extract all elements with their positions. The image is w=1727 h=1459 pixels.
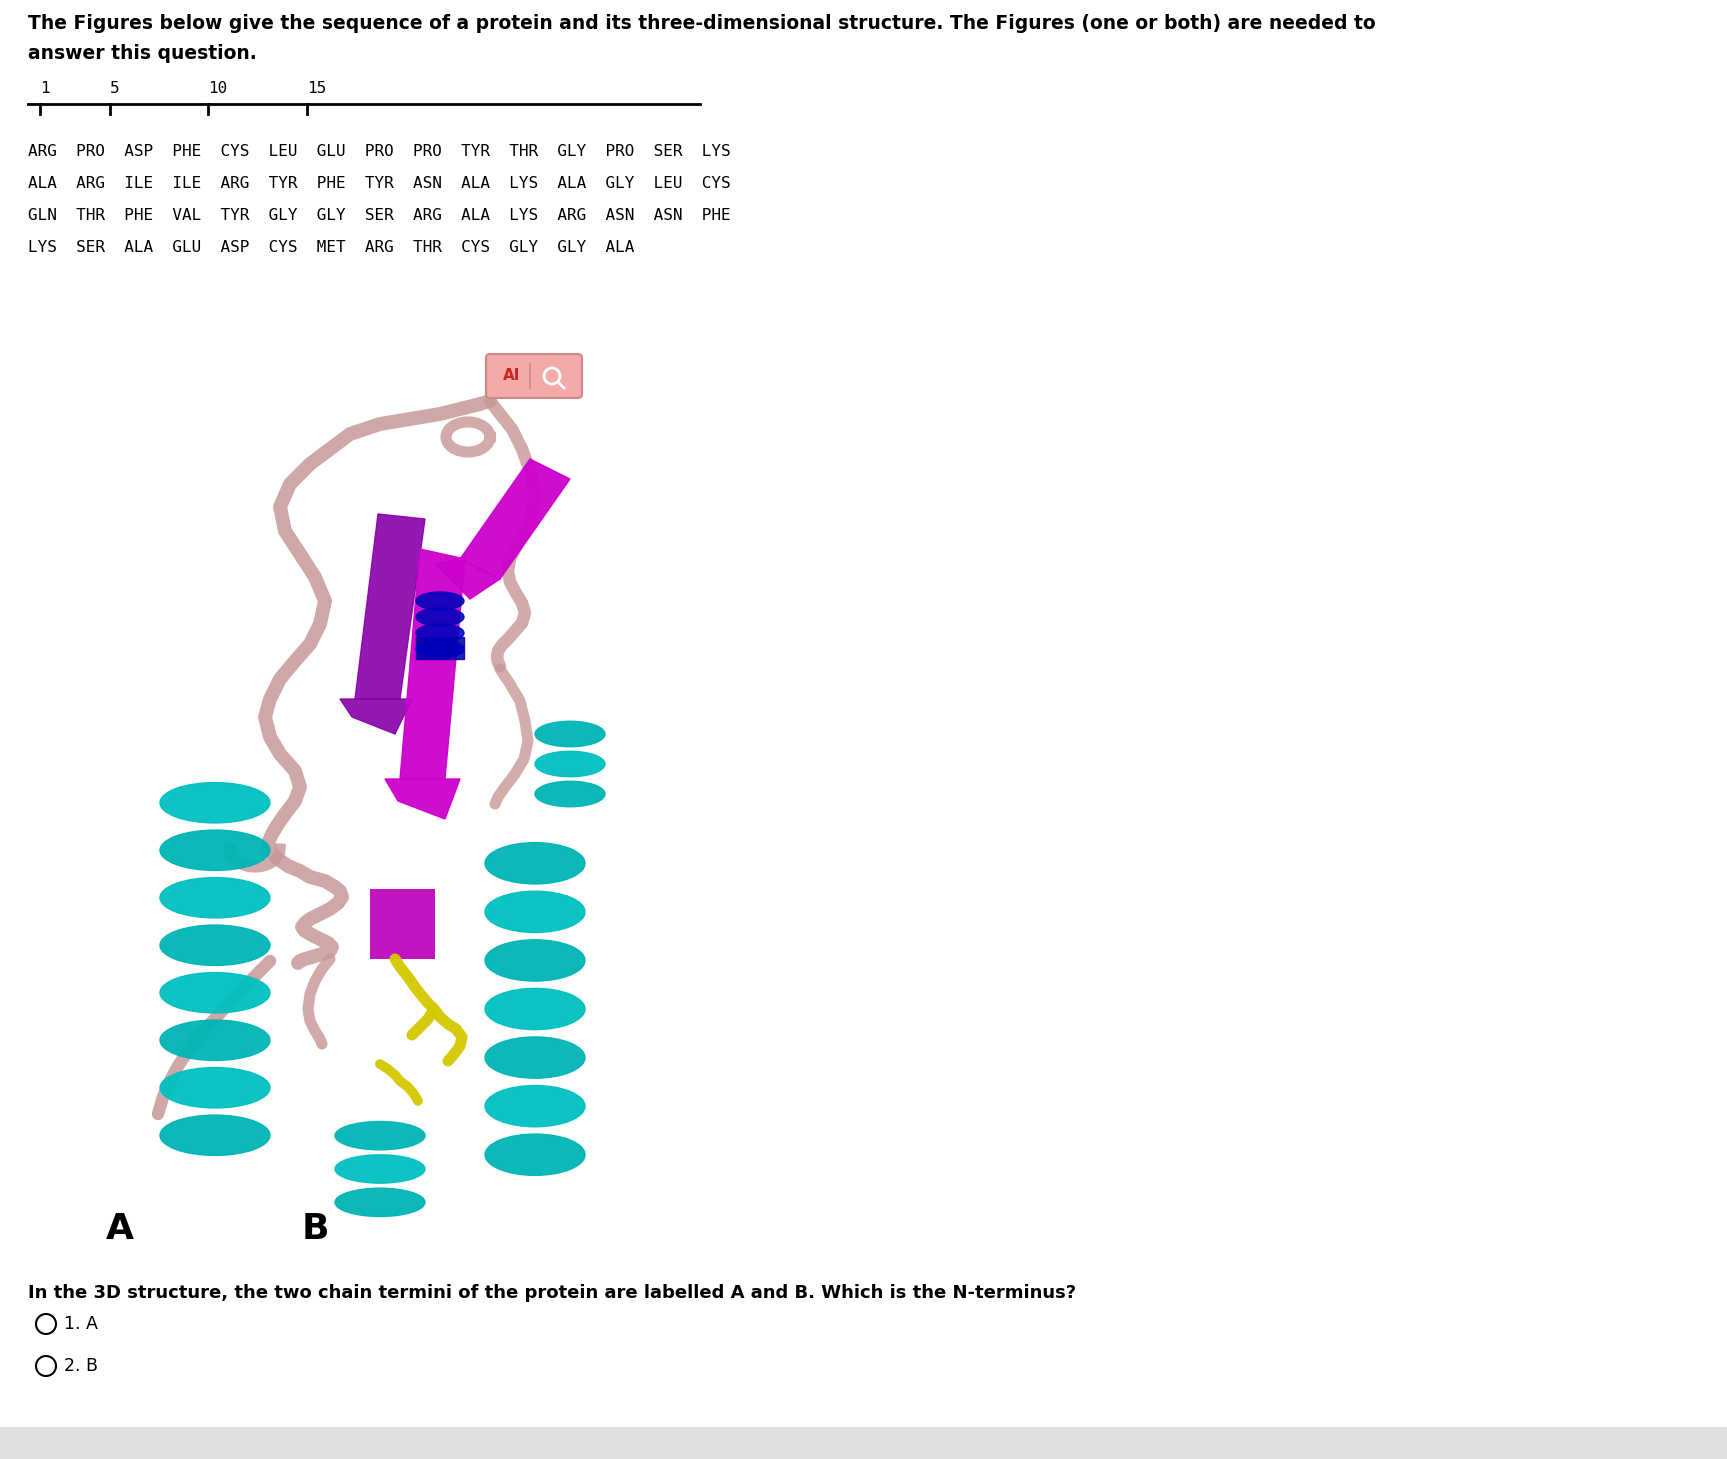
Ellipse shape: [335, 1156, 425, 1183]
Ellipse shape: [416, 592, 465, 610]
Ellipse shape: [485, 940, 585, 980]
Text: GLN  THR  PHE  VAL  TYR  GLY  GLY  SER  ARG  ALA  LYS  ARG  ASN  ASN  PHE: GLN THR PHE VAL TYR GLY GLY SER ARG ALA …: [28, 209, 731, 223]
Text: 15: 15: [307, 82, 326, 96]
FancyBboxPatch shape: [485, 355, 582, 398]
Text: B: B: [300, 1212, 328, 1246]
Text: 1. A: 1. A: [64, 1315, 98, 1334]
Polygon shape: [416, 638, 465, 659]
Ellipse shape: [161, 782, 269, 823]
Polygon shape: [340, 699, 413, 734]
Ellipse shape: [335, 1122, 425, 1150]
Text: AI: AI: [503, 369, 520, 384]
Text: In the 3D structure, the two chain termini of the protein are labelled A and B. : In the 3D structure, the two chain termi…: [28, 1284, 1076, 1301]
Ellipse shape: [161, 877, 269, 918]
Ellipse shape: [161, 1068, 269, 1107]
Ellipse shape: [335, 1188, 425, 1217]
Ellipse shape: [161, 1115, 269, 1156]
Polygon shape: [401, 549, 465, 779]
Ellipse shape: [535, 781, 604, 807]
Ellipse shape: [416, 608, 465, 626]
Ellipse shape: [535, 721, 604, 747]
Text: ALA  ARG  ILE  ILE  ARG  TYR  PHE  TYR  ASN  ALA  LYS  ALA  GLY  LEU  CYS: ALA ARG ILE ILE ARG TYR PHE TYR ASN ALA …: [28, 177, 731, 191]
Ellipse shape: [416, 624, 465, 642]
Ellipse shape: [161, 925, 269, 966]
FancyBboxPatch shape: [370, 889, 435, 959]
Ellipse shape: [485, 891, 585, 932]
Text: A: A: [105, 1212, 135, 1246]
Text: answer this question.: answer this question.: [28, 44, 257, 63]
Ellipse shape: [161, 973, 269, 1013]
Ellipse shape: [161, 1020, 269, 1061]
Text: 1: 1: [40, 82, 50, 96]
Ellipse shape: [485, 1134, 585, 1176]
Ellipse shape: [485, 1085, 585, 1126]
Text: 2. B: 2. B: [64, 1357, 98, 1374]
Polygon shape: [459, 460, 570, 579]
Text: LYS  SER  ALA  GLU  ASP  CYS  MET  ARG  THR  CYS  GLY  GLY  ALA: LYS SER ALA GLU ASP CYS MET ARG THR CYS …: [28, 239, 634, 255]
Text: ARG  PRO  ASP  PHE  CYS  LEU  GLU  PRO  PRO  TYR  THR  GLY  PRO  SER  LYS: ARG PRO ASP PHE CYS LEU GLU PRO PRO TYR …: [28, 144, 731, 159]
Text: 5: 5: [111, 82, 119, 96]
Text: The Figures below give the sequence of a protein and its three-dimensional struc: The Figures below give the sequence of a…: [28, 15, 1376, 34]
Ellipse shape: [485, 843, 585, 884]
Polygon shape: [356, 514, 425, 699]
Ellipse shape: [485, 988, 585, 1030]
Ellipse shape: [485, 1037, 585, 1078]
Polygon shape: [435, 559, 501, 600]
Ellipse shape: [416, 641, 465, 658]
Polygon shape: [385, 779, 459, 818]
Ellipse shape: [161, 830, 269, 871]
Ellipse shape: [535, 751, 604, 776]
Text: 10: 10: [207, 82, 228, 96]
Bar: [0, 1427, 1727, 1459]
